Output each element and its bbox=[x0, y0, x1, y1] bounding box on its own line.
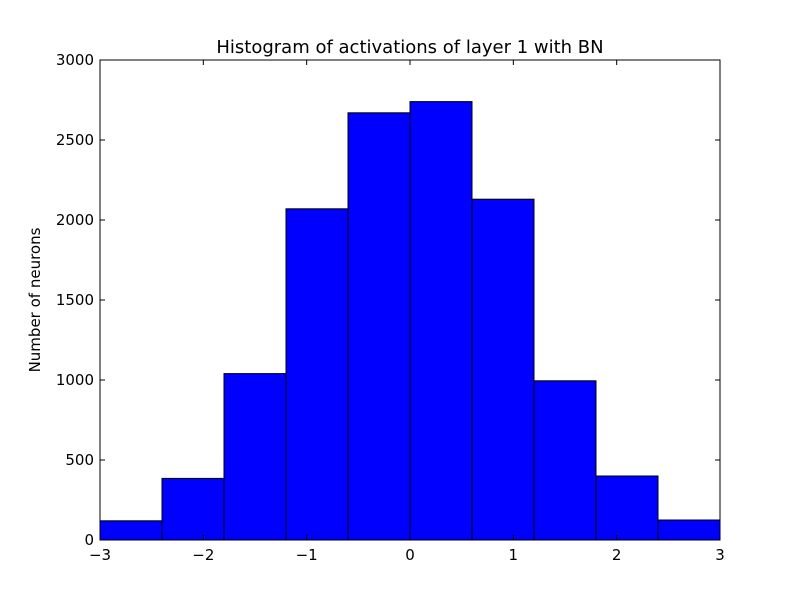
x-tick-label-4: 1 bbox=[509, 546, 519, 564]
x-tick-label-2: −1 bbox=[296, 546, 318, 564]
x-tick-label-1: −2 bbox=[192, 546, 214, 564]
y-tick-label-6: 3000 bbox=[56, 51, 94, 69]
y-tick-label-0: 0 bbox=[84, 531, 94, 549]
y-tick-label-3: 1500 bbox=[56, 291, 94, 309]
x-tick-label-3: 0 bbox=[405, 546, 415, 564]
chart-title: Histogram of activations of layer 1 with… bbox=[216, 37, 603, 58]
histogram-bar-5 bbox=[347, 112, 411, 541]
y-axis-label: Number of neurons bbox=[26, 227, 44, 372]
bars-group bbox=[99, 101, 721, 541]
y-tick-label-5: 2500 bbox=[56, 131, 94, 149]
histogram-bar-7 bbox=[471, 198, 535, 541]
x-tick-label-6: 3 bbox=[715, 546, 725, 564]
y-axis: 0 500 1000 1500 2000 2500 3000 bbox=[56, 51, 720, 549]
histogram-bar-6 bbox=[409, 101, 473, 541]
histogram-bar-4 bbox=[285, 208, 349, 541]
x-axis: −3 −2 −1 0 1 2 3 bbox=[89, 60, 725, 564]
y-tick-label-1: 500 bbox=[65, 451, 94, 469]
histogram-bar-9 bbox=[595, 475, 659, 541]
y-tick-label-2: 1000 bbox=[56, 371, 94, 389]
histogram-bar-2 bbox=[161, 477, 225, 541]
y-tick-label-4: 2000 bbox=[56, 211, 94, 229]
x-tick-label-0: −3 bbox=[89, 546, 111, 564]
histogram-bar-8 bbox=[533, 380, 597, 541]
histogram-bar-1 bbox=[99, 520, 163, 541]
x-tick-label-5: 2 bbox=[612, 546, 622, 564]
histogram-bar-10 bbox=[657, 519, 721, 541]
histogram-bar-3 bbox=[223, 373, 287, 541]
